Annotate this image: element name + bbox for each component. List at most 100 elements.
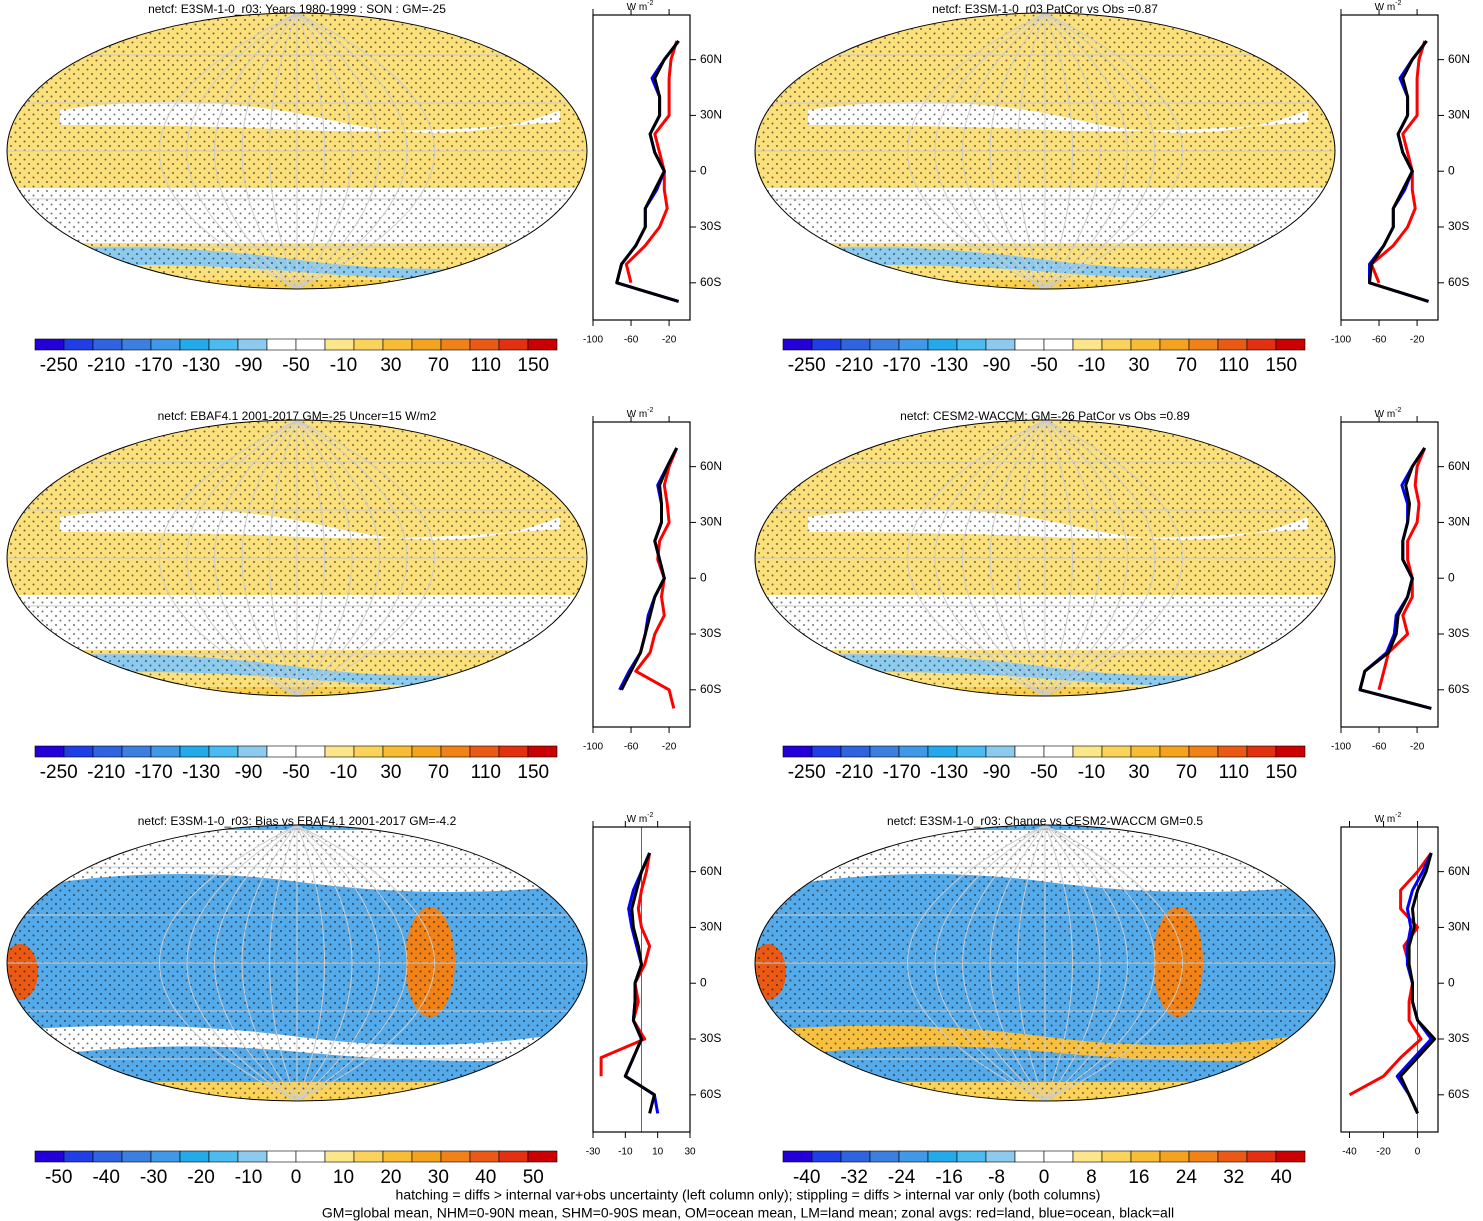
colorbar-label: -170	[883, 355, 921, 376]
colorbar-box	[150, 1150, 181, 1163]
zonal-unit: W m-2	[1375, 812, 1402, 825]
colorbar-box	[382, 338, 413, 351]
stippling	[7, 13, 587, 289]
colorbar-box	[498, 1150, 529, 1163]
y-tick-label: 60S	[700, 275, 721, 289]
x-tick-label: -60	[1372, 335, 1387, 346]
colorbar-label: 70	[1176, 355, 1197, 376]
colorbar-label: 0	[1039, 1167, 1050, 1188]
colorbar-label: -90	[235, 355, 262, 376]
graticule	[296, 825, 353, 1101]
zonal-frame	[1340, 14, 1439, 321]
graticule	[1044, 420, 1128, 696]
colorbar-label: 70	[428, 762, 449, 783]
colorbar-label: 70	[1176, 762, 1197, 783]
x-tick-label: -100	[583, 335, 603, 346]
graticule	[1044, 825, 1073, 1101]
zonal-unit: W m-2	[1375, 407, 1402, 420]
map-outline	[6, 12, 588, 290]
graticule	[296, 825, 408, 1101]
zonal-line	[634, 447, 679, 709]
x-tick-label: -20	[662, 335, 677, 346]
colorbar-label: 150	[1265, 355, 1297, 376]
y-tick-label: 60S	[1448, 682, 1469, 696]
colorbar-box	[92, 1150, 123, 1163]
colorbar-label: -20	[187, 1167, 214, 1188]
colorbar-box	[63, 1150, 94, 1163]
colorbar-box	[1275, 1150, 1306, 1163]
graticule	[159, 825, 298, 1101]
graticule	[214, 825, 298, 1101]
colorbar-box	[1130, 745, 1161, 758]
graticule	[241, 420, 298, 696]
colorbar-box	[956, 745, 987, 758]
colorbar-box	[353, 338, 384, 351]
graticule	[241, 13, 298, 289]
colorbar-label: -50	[282, 355, 309, 376]
colorbar-box	[498, 745, 529, 758]
graticule	[214, 420, 298, 696]
map	[7, 13, 587, 289]
colorbar-label: 24	[1176, 1167, 1198, 1188]
zonal-line	[599, 852, 652, 1077]
colorbar-box	[1275, 745, 1306, 758]
colorbar-box	[782, 1150, 813, 1163]
colorbar-box	[353, 1150, 384, 1163]
colorbar-label: -210	[87, 762, 125, 783]
colorbar-label: -90	[235, 762, 262, 783]
zonal-unit: W m-2	[627, 407, 654, 420]
colorbar-label: -10	[1078, 762, 1105, 783]
colorbar-box	[1101, 745, 1132, 758]
colorbar-label: 10	[333, 1167, 354, 1188]
graticule	[962, 420, 1046, 696]
x-tick-label: -20	[662, 742, 677, 753]
graticule	[1044, 13, 1183, 289]
colorbar-label: -50	[45, 1167, 72, 1188]
map	[7, 825, 587, 1101]
colorbar-box	[237, 745, 268, 758]
graticule	[214, 13, 298, 289]
colorbar-label: -32	[840, 1167, 867, 1188]
colorbar-label: 150	[1265, 762, 1297, 783]
colorbar-label: 110	[471, 355, 501, 376]
graticule	[1044, 420, 1156, 696]
colorbar-label: -16	[935, 1167, 962, 1188]
y-tick-label: 0	[700, 570, 707, 584]
zonal-line	[1358, 447, 1432, 710]
graticule	[934, 13, 1046, 289]
map	[755, 825, 1335, 1101]
colorbar-box	[1275, 338, 1306, 351]
colorbar-box	[869, 745, 900, 758]
x-tick-label: 30	[684, 1147, 696, 1158]
panel-title: netcf: E3SM-1-0_r03: Change vs CESM2-WAC…	[887, 814, 1203, 828]
stippling	[755, 825, 1335, 1101]
x-tick-label: -60	[624, 335, 639, 346]
x-tick-label: -100	[1331, 335, 1351, 346]
graticule	[296, 420, 435, 696]
colorbar-box	[1217, 745, 1248, 758]
colorbar-box	[840, 745, 871, 758]
map-outline	[6, 419, 588, 697]
y-tick-label: 60S	[700, 1087, 721, 1101]
colorbar-box	[208, 1150, 239, 1163]
colorbar-box	[898, 338, 929, 351]
colorbar-label: 16	[1128, 1167, 1149, 1188]
graticule	[1044, 420, 1101, 696]
graticule	[186, 420, 298, 696]
colorbar-box	[1043, 338, 1074, 351]
panel: netcf: E3SM-1-0_r03: Bias vs EBAF4.1 200…	[6, 812, 722, 1188]
colorbar-label: 150	[517, 355, 549, 376]
panel-title: netcf: EBAF4.1 2001-2017 GM=-25 Uncer=15…	[158, 409, 437, 423]
stippling	[755, 420, 1335, 696]
graticule	[1017, 420, 1046, 696]
colorbar-label: 30	[428, 1167, 449, 1188]
colorbar-label: -30	[140, 1167, 167, 1188]
colorbar-box	[179, 338, 210, 351]
y-tick-label: 60S	[1448, 275, 1469, 289]
y-tick-label: 60N	[1448, 459, 1470, 473]
graticule	[296, 13, 408, 289]
colorbar-box	[34, 1150, 65, 1163]
x-tick-label: 10	[652, 1147, 664, 1158]
panel: netcf: CESM2-WACCM: GM=-26 PatCor vs Obs…	[754, 407, 1470, 783]
